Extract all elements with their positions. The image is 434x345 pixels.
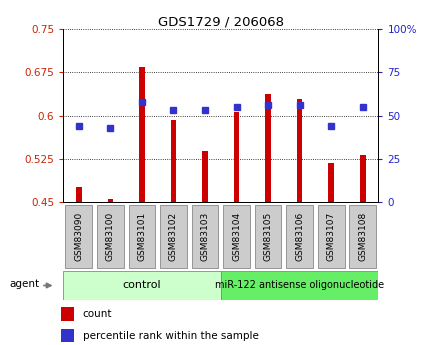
Bar: [296, 99, 302, 202]
Bar: [170, 120, 176, 202]
Text: count: count: [82, 309, 112, 319]
Bar: [233, 111, 239, 202]
Text: control: control: [122, 280, 161, 290]
FancyBboxPatch shape: [97, 205, 124, 268]
Text: agent: agent: [10, 279, 39, 289]
Text: GSM83104: GSM83104: [231, 212, 240, 261]
Bar: [61, 329, 74, 342]
Text: GSM83106: GSM83106: [294, 212, 303, 261]
Text: GSM83090: GSM83090: [74, 212, 83, 261]
FancyBboxPatch shape: [223, 205, 250, 268]
FancyBboxPatch shape: [254, 205, 281, 268]
Title: GDS1729 / 206068: GDS1729 / 206068: [158, 15, 283, 28]
Text: GSM83101: GSM83101: [137, 212, 146, 261]
Text: GSM83108: GSM83108: [357, 212, 366, 261]
Bar: [139, 67, 145, 202]
FancyBboxPatch shape: [286, 205, 312, 268]
Bar: [328, 163, 333, 202]
Bar: [76, 187, 82, 202]
FancyBboxPatch shape: [317, 205, 344, 268]
FancyBboxPatch shape: [220, 271, 378, 300]
Text: GSM83103: GSM83103: [200, 212, 209, 261]
FancyBboxPatch shape: [160, 205, 187, 268]
Bar: [61, 307, 74, 321]
Bar: [359, 155, 365, 202]
Text: GSM83107: GSM83107: [326, 212, 335, 261]
FancyBboxPatch shape: [65, 205, 92, 268]
Text: GSM83102: GSM83102: [168, 212, 178, 261]
FancyBboxPatch shape: [191, 205, 218, 268]
Text: GSM83105: GSM83105: [263, 212, 272, 261]
Bar: [107, 199, 113, 202]
FancyBboxPatch shape: [128, 205, 155, 268]
FancyBboxPatch shape: [63, 271, 220, 300]
FancyBboxPatch shape: [349, 205, 375, 268]
Text: GSM83100: GSM83100: [105, 212, 115, 261]
Text: miR-122 antisense oligonucleotide: miR-122 antisense oligonucleotide: [214, 280, 383, 290]
Bar: [202, 151, 207, 202]
Text: percentile rank within the sample: percentile rank within the sample: [82, 331, 258, 341]
Bar: [265, 94, 270, 202]
